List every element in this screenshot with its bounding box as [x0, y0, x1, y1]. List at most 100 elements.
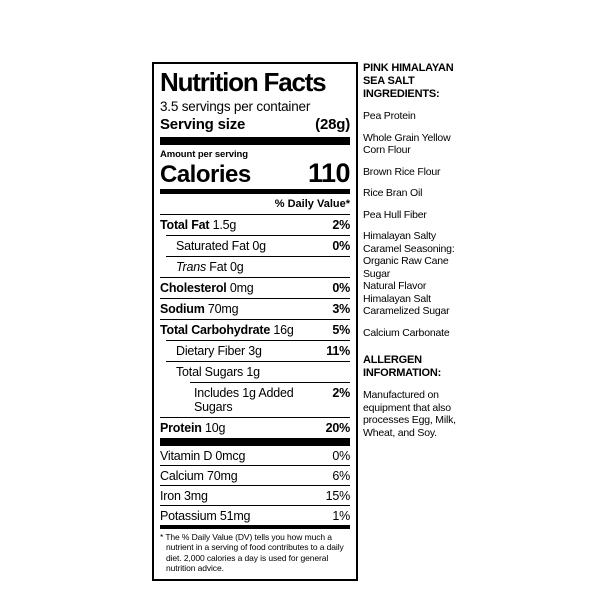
side-panel-text: Calcium Carbonate	[363, 327, 465, 340]
vitamin-percent: 1%	[332, 508, 350, 523]
nutrition-facts-label: Nutrition Facts 3.5 servings per contain…	[152, 62, 358, 581]
nutrient-percent: 0%	[332, 239, 350, 254]
side-panel-heading: PINK HIMALAYAN SEA SALT INGREDIENTS:	[363, 62, 465, 101]
nutrient-name-text: Dietary Fiber	[176, 344, 245, 359]
vitamin-row: Potassium 51mg 1%	[160, 505, 350, 525]
nutrient-name-text: Total Fat	[160, 218, 210, 233]
side-panel-line: Calcium Carbonate	[363, 326, 450, 339]
nutrient-name: Total Sugars 1g	[176, 365, 260, 380]
nutrient-name: Trans Fat 0g	[176, 260, 244, 275]
daily-value-header: % Daily Value*	[274, 198, 350, 211]
side-panel-line: PINK HIMALAYAN	[363, 62, 454, 74]
calories-label: Calories	[160, 161, 251, 189]
side-panel-text: Manufactured on equipment that also proces…	[363, 389, 465, 439]
side-panel-line: SEA SALT	[363, 75, 415, 87]
side-panel-line: equipment that also	[363, 401, 451, 414]
nutrient-name: Dietary Fiber 3g	[176, 344, 262, 359]
vitamin-percent: 6%	[332, 468, 350, 483]
side-panel-line: processes Egg, Milk,	[363, 414, 456, 426]
calories-row: Calories 110	[160, 158, 351, 189]
side-panel-line: Rice Bran Oil	[363, 187, 423, 199]
servings-per-container: 3.5 servings per container	[160, 99, 311, 115]
nutrient-percent: 3%	[332, 302, 350, 317]
side-panel-line: INFORMATION:	[363, 367, 442, 379]
nutrient-rows: Total Fat 1.5g 2% Saturated Fat 0g 0% Trans …	[160, 214, 350, 438]
nutrient-row: Protein 10g 20%	[160, 417, 350, 438]
side-panel-line: Brown Rice Flour	[363, 165, 441, 178]
side-panel-line: Caramelized Sugar	[363, 305, 450, 317]
daily-value-footnote: * The % Daily Value (DV) tells you how m…	[160, 532, 344, 574]
vitamin-row: Vitamin D 0mcg 0%	[160, 446, 350, 465]
side-panel-text: Brown Rice Flour	[363, 166, 465, 179]
nutrient-name-text: Saturated Fat	[176, 239, 250, 254]
calories-value: 110	[307, 158, 351, 189]
nutrient-name: Includes 1g Added Sugars	[194, 386, 332, 414]
nutrient-name: Saturated Fat 0g	[176, 239, 266, 254]
vitamin-row: Iron 3mg 15%	[160, 485, 350, 505]
side-panel-line: Wheat, and Soy.	[363, 426, 437, 439]
nutrient-percent: 0%	[332, 281, 350, 296]
side-panel-line: Himalayan Salty	[363, 230, 436, 242]
nutrient-row: Sodium 70mg 3%	[160, 298, 350, 319]
thick-divider-bar	[160, 438, 350, 447]
label-title: Nutrition Facts	[160, 67, 327, 97]
nutrient-row: Trans Fat 0g	[166, 256, 350, 277]
vitamin-percent: 15%	[325, 488, 351, 503]
vitamin-name: Vitamin D 0mcg	[160, 448, 246, 463]
side-panel-line: Caramel Seasoning:	[363, 242, 455, 255]
nutrient-row: Total Sugars 1g	[166, 361, 350, 382]
side-panel-text: Himalayan Salty Caramel Seasoning: Organic…	[363, 230, 465, 318]
side-panel-text: Rice Bran Oil	[363, 187, 465, 200]
nutrient-row: Dietary Fiber 3g 11%	[166, 340, 350, 361]
nutrient-percent: 5%	[332, 323, 350, 338]
medium-divider-bar	[160, 189, 350, 195]
side-panel-line: ALLERGEN	[363, 354, 422, 366]
thick-divider-bar	[160, 137, 350, 146]
nutrient-name: Cholesterol 0mg	[160, 281, 254, 296]
vitamin-row: Calcium 70mg 6%	[160, 465, 350, 485]
nutrient-name-text: Includes 1g Added Sugars	[194, 386, 294, 415]
nutrient-row: Total Carbohydrate 16g 5%	[160, 319, 350, 340]
vitamin-name: Calcium 70mg	[160, 468, 238, 483]
side-panel-line: Pea Hull Fiber	[363, 208, 427, 221]
side-panel-text: Pea Protein	[363, 110, 465, 123]
nutrient-percent: 2%	[332, 386, 350, 401]
nutrient-row: Saturated Fat 0g 0%	[166, 235, 350, 256]
amount-per-serving-label: Amount per serving	[160, 149, 248, 161]
serving-size-value: (28g)	[315, 116, 350, 134]
nutrient-row: Includes 1g Added Sugars 2%	[190, 382, 350, 417]
side-panel-heading: ALLERGEN INFORMATION:	[363, 354, 465, 380]
nutrient-percent: 20%	[325, 421, 351, 436]
nutrient-name: Protein 10g	[160, 421, 226, 436]
nutrient-name-text: Sodium	[160, 302, 205, 317]
nutrient-percent: 11%	[326, 344, 350, 359]
nutrient-name-text: Trans Fat	[176, 260, 227, 275]
serving-size-label: Serving size	[160, 116, 246, 134]
side-panel-line: INGREDIENTS:	[363, 88, 440, 100]
side-panel-line: Corn Flour	[363, 144, 411, 156]
nutrient-row: Cholesterol 0mg 0%	[160, 277, 350, 298]
side-panel-line: Whole Grain Yellow	[363, 131, 451, 144]
ingredients-side-panel: PINK HIMALAYAN SEA SALT INGREDIENTS: Pea Pr…	[363, 62, 465, 448]
vitamin-name: Potassium 51mg	[160, 508, 251, 523]
side-panel-line: Natural Flavor	[363, 280, 427, 292]
side-panel-line: Himalayan Salt	[363, 292, 431, 305]
nutrient-name-text: Total Carbohydrate	[160, 323, 271, 338]
side-panel-line: Organic Raw Cane Sugar	[363, 255, 449, 280]
side-panel-text: Whole Grain Yellow Corn Flour	[363, 132, 465, 157]
nutrient-name-text: Cholesterol	[160, 281, 227, 296]
nutrient-row: Total Fat 1.5g 2%	[160, 214, 350, 235]
serving-size-row: Serving size (28g)	[160, 116, 350, 137]
side-panel-line: Pea Protein	[363, 110, 416, 122]
vitamin-name: Iron 3mg	[160, 488, 208, 503]
nutrient-name: Total Carbohydrate 16g	[160, 323, 294, 338]
nutrient-name-text: Total Sugars	[176, 365, 244, 380]
nutrient-name: Sodium 70mg	[160, 302, 239, 317]
nutrient-percent: 2%	[332, 218, 350, 233]
nutrient-name: Total Fat 1.5g	[160, 218, 237, 233]
side-panel-text: Pea Hull Fiber	[363, 209, 465, 222]
footnote-divider-bar	[160, 525, 350, 530]
side-panel-line: Manufactured on	[363, 389, 439, 401]
vitamin-percent: 0%	[332, 448, 350, 463]
